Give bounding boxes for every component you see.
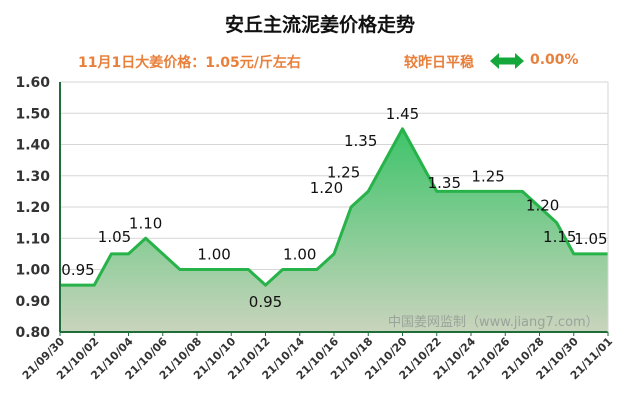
data-label: 0.95 (61, 261, 94, 279)
y-tick-label: 1.00 (15, 263, 50, 279)
double-arrow-icon (490, 53, 524, 69)
data-label: 1.25 (327, 163, 360, 181)
data-label: 1.45 (386, 105, 419, 123)
data-label: 1.10 (129, 214, 162, 232)
data-label: 1.00 (197, 246, 230, 264)
price-line (60, 127, 608, 287)
data-label: 1.15 (543, 228, 576, 246)
trend-label: 较昨日平稳 (404, 55, 474, 71)
price-note: 11月1日大姜价格：1.05元/斤左右 (78, 55, 301, 71)
watermark: 中国姜网监制（www.jiang7.com） (388, 315, 599, 330)
data-label: 1.05 (574, 230, 607, 248)
y-tick-label: 1.10 (15, 231, 50, 247)
data-label: 1.35 (344, 132, 377, 150)
data-label: 1.20 (526, 197, 559, 215)
data-label: 1.05 (98, 228, 131, 246)
y-tick-label: 1.20 (15, 200, 50, 216)
y-tick-label: 1.50 (15, 106, 50, 122)
y-tick-label: 1.60 (15, 75, 50, 91)
y-tick-label: 1.40 (15, 138, 50, 154)
y-tick-label: 0.90 (15, 294, 50, 310)
data-label: 0.95 (249, 293, 282, 311)
data-label: 1.20 (310, 179, 343, 197)
chart-title: 安丘主流泥姜价格走势 (224, 14, 415, 36)
data-label: 1.25 (471, 167, 504, 185)
y-tick-label: 0.80 (15, 325, 50, 341)
data-label: 1.00 (283, 246, 316, 264)
trend-change: 0.00% (530, 52, 579, 68)
y-tick-label: 1.30 (15, 169, 50, 185)
price-area (60, 128, 608, 332)
data-label: 1.35 (428, 174, 461, 192)
